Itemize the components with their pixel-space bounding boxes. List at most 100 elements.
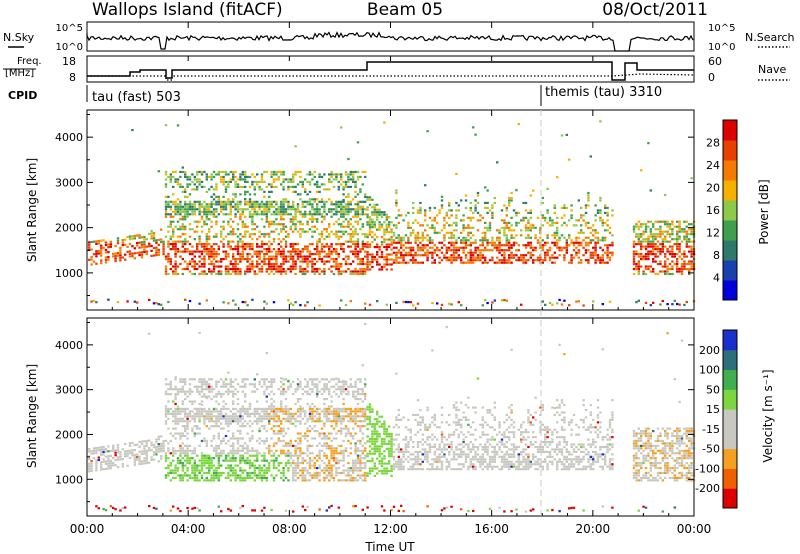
power-cell	[366, 236, 369, 239]
velocity-cell	[109, 464, 112, 467]
power-cell	[270, 175, 273, 179]
velocity-cell	[296, 420, 300, 423]
power-cell	[558, 236, 561, 239]
power-cell	[376, 258, 379, 261]
velocity-cell	[263, 425, 266, 428]
power-cell	[294, 190, 297, 193]
power-cell	[472, 256, 475, 259]
power-cell	[306, 173, 309, 176]
power-cell	[385, 258, 388, 261]
power-cell	[227, 302, 230, 305]
power-cell	[316, 180, 319, 184]
velocity-cell	[236, 422, 240, 425]
velocity-cell	[304, 434, 307, 438]
velocity-cell	[174, 385, 177, 388]
power-cell	[448, 236, 451, 239]
power-cell	[138, 246, 141, 249]
velocity-cell	[164, 452, 168, 455]
velocity-cell	[318, 417, 321, 420]
velocity-cell	[198, 509, 201, 512]
velocity-cell	[301, 434, 304, 438]
power-cell	[426, 244, 429, 247]
power-cell	[328, 198, 331, 201]
velocity-cell	[196, 412, 199, 415]
velocity-cell	[318, 474, 321, 477]
power-cell	[474, 251, 477, 254]
power-cell	[301, 205, 304, 208]
power-cell	[335, 220, 338, 223]
power-cell	[335, 178, 338, 181]
power-cell	[198, 200, 201, 203]
velocity-cell	[232, 434, 235, 438]
power-cell	[676, 248, 679, 251]
velocity-cell	[294, 474, 297, 477]
power-cell	[505, 299, 508, 302]
velocity-cell	[304, 469, 307, 472]
velocity-cell	[143, 445, 146, 448]
power-cell	[205, 252, 208, 256]
power-cell	[344, 225, 348, 228]
velocity-cell	[296, 383, 300, 386]
power-cell	[212, 270, 216, 273]
power-cell	[179, 205, 182, 208]
power-cell	[217, 170, 220, 174]
power-cell	[356, 262, 360, 266]
power-cell	[529, 236, 532, 239]
power-cell	[479, 249, 482, 252]
power-cell	[491, 244, 494, 247]
power-cell	[200, 230, 204, 233]
velocity-cell	[236, 390, 240, 393]
velocity-cell	[311, 388, 314, 391]
power-cell	[186, 265, 189, 268]
power-cell	[289, 218, 292, 221]
velocity-cell	[292, 476, 295, 480]
power-cell	[212, 170, 216, 174]
velocity-cell	[186, 390, 189, 393]
velocity-cell	[179, 444, 182, 447]
power-cell	[174, 262, 177, 266]
power-cell	[157, 253, 160, 256]
velocity-cell	[220, 378, 223, 381]
velocity-cell	[220, 439, 223, 443]
power-cell	[666, 233, 669, 236]
power-cell	[208, 205, 211, 208]
power-cell	[512, 244, 516, 247]
power-cell	[148, 245, 151, 248]
velocity-cell	[200, 385, 204, 388]
power-cell	[337, 230, 340, 233]
power-cell	[570, 209, 573, 212]
power-cell	[200, 203, 204, 206]
power-cell	[186, 250, 189, 253]
power-cell	[486, 211, 489, 215]
velocity-cell	[270, 508, 273, 512]
power-cell	[270, 185, 273, 188]
power-cell	[390, 253, 393, 256]
power-cell	[553, 211, 556, 215]
power-cell	[462, 229, 465, 232]
power-cell	[212, 188, 216, 191]
velocity-cell	[251, 447, 254, 450]
power-cell	[246, 203, 249, 206]
power-cell	[503, 244, 506, 247]
velocity-cell	[260, 469, 264, 472]
velocity-cell	[186, 457, 189, 460]
velocity-cell	[184, 427, 187, 430]
velocity-cell	[270, 437, 273, 440]
power-cell	[553, 244, 556, 247]
power-cell	[508, 244, 511, 247]
power-cell	[505, 244, 508, 247]
velocity-cell	[270, 397, 273, 401]
velocity-cell	[248, 462, 252, 465]
velocity-cell	[301, 393, 304, 396]
velocity-cell	[323, 402, 326, 406]
power-cell	[659, 262, 662, 266]
power-cell	[296, 255, 300, 258]
power-cell	[546, 211, 549, 215]
velocity-cell	[212, 415, 216, 418]
power-cell	[248, 248, 252, 251]
power-cell	[366, 198, 369, 201]
power-colorbar-swatch	[723, 140, 737, 161]
y-tick-label: 3000	[55, 176, 83, 189]
power-cell	[311, 252, 314, 256]
power-cell	[212, 213, 216, 216]
